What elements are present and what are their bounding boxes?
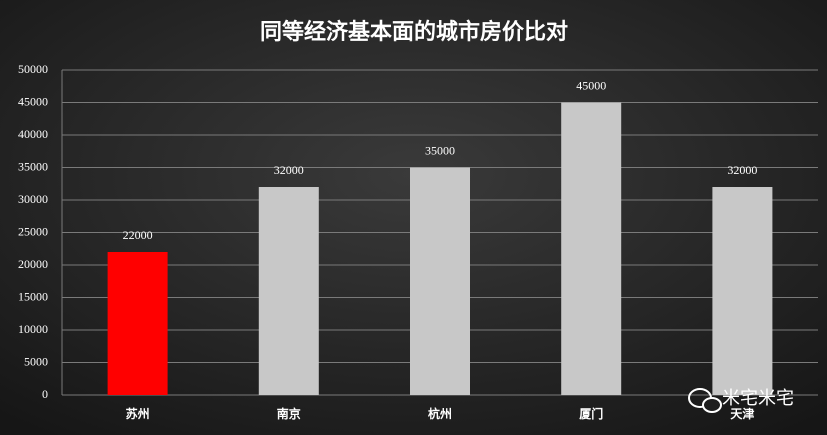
data-label: 22000 (123, 228, 153, 242)
y-tick-label: 40000 (18, 127, 48, 141)
y-tick-label: 35000 (18, 159, 48, 173)
bar (107, 252, 168, 395)
y-tick-label: 0 (42, 387, 48, 401)
y-tick-label: 50000 (18, 62, 48, 76)
chart-title: 同等经济基本面的城市房价比对 (260, 19, 568, 45)
data-label: 45000 (576, 78, 606, 92)
x-tick-label: 苏州 (126, 406, 150, 421)
data-label: 32000 (274, 163, 304, 177)
bar (258, 187, 319, 395)
y-tick-label: 25000 (18, 224, 48, 238)
bar (410, 167, 470, 395)
x-tick-label: 杭州 (428, 406, 452, 421)
x-tick-label: 天津 (730, 406, 754, 421)
plot-area: 0 5000 10000 15000 20000 25000 30000 35000 40000… (18, 62, 818, 421)
data-label: 32000 (727, 163, 757, 177)
watermark: 米宅米宅 (722, 388, 794, 409)
y-tick-label: 45000 (18, 94, 48, 108)
y-tick-label: 20000 (18, 257, 48, 271)
y-tick-label: 30000 (18, 192, 48, 206)
y-tick-label: 10000 (18, 322, 48, 336)
bar (561, 102, 622, 395)
y-tick-label: 5000 (24, 354, 48, 368)
x-tick-label: 厦门 (579, 406, 603, 421)
y-tick-label: 15000 (18, 289, 48, 303)
x-tick-label: 南京 (277, 406, 301, 421)
watermark-icon (688, 388, 722, 413)
data-label: 35000 (425, 143, 455, 157)
bar (712, 187, 773, 395)
